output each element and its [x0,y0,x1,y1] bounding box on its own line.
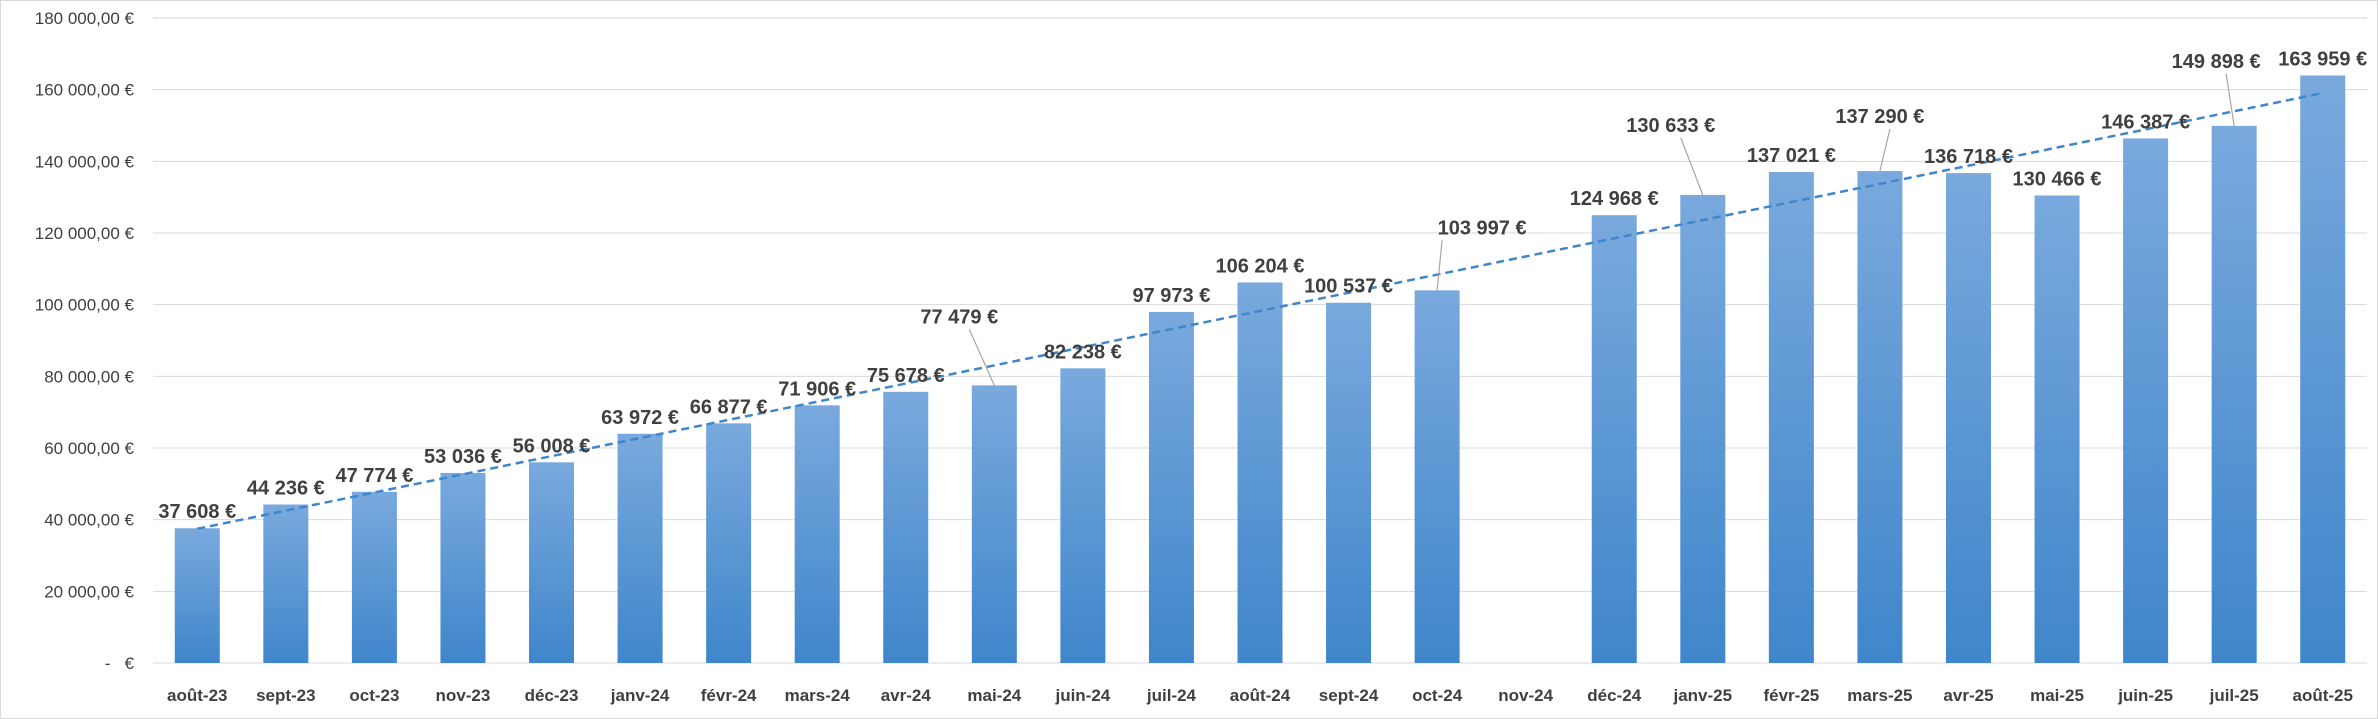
x-tick-label: oct-24 [1412,686,1463,705]
data-label: 103 997 € [1438,217,1527,239]
x-tick-label: juin-25 [2117,686,2173,705]
data-label: 163 959 € [2278,48,2367,70]
leader-line [968,329,995,386]
data-label: 97 973 € [1133,285,1211,307]
x-tick-label: août-23 [167,686,227,705]
bar [971,385,1017,663]
bars [174,75,2346,664]
data-label: 71 906 € [778,378,856,400]
data-label: 124 968 € [1570,188,1659,210]
data-label: 100 537 € [1304,276,1393,298]
x-tick-label: avr-25 [1943,686,1993,705]
data-label: 82 238 € [1044,341,1122,363]
x-axis-tick-labels: août-23 sept-23 oct-23 nov-23 déc-23 janv-24 f… [167,686,2353,705]
x-tick-label: août-24 [1230,686,1291,705]
y-tick-label: 120 000,00 € [35,224,135,243]
trendline-line [197,91,2323,530]
bar [2123,138,2169,663]
bar [2211,125,2257,664]
data-label: 63 972 € [601,407,679,429]
data-labels: 37 608 € 44 236 € 47 774 € 53 036 € 56 008 €… [158,48,2367,523]
bar [1414,290,1460,663]
x-tick-label: avr-24 [881,686,932,705]
bar [1591,215,1637,663]
data-label: 53 036 € [424,446,502,468]
bar [1680,194,1726,663]
y-tick-label: 140 000,00 € [35,152,135,171]
x-tick-label: févr-25 [1763,686,1819,705]
y-tick-label: 80 000,00 € [44,367,134,386]
bar [617,433,663,663]
data-label: 66 877 € [690,396,768,418]
bar [1148,311,1194,663]
x-tick-label: oct-23 [349,686,399,705]
data-label: 137 021 € [1747,145,1836,167]
bar [351,491,397,663]
x-tick-label: févr-24 [701,686,757,705]
y-tick-label: 180 000,00 € [35,9,135,28]
bar [1945,173,1991,664]
x-tick-label: sept-24 [1319,686,1379,705]
leader-line [1680,137,1704,196]
x-tick-label: mars-24 [785,686,851,705]
y-tick-label: - € [105,654,135,673]
bar [1326,302,1372,663]
bar [1060,368,1106,663]
bar [883,391,929,663]
x-tick-label: nov-24 [1498,686,1553,705]
x-tick-label: juin-24 [1054,686,1110,705]
bar [706,423,752,663]
y-tick-label: 40 000,00 € [44,511,134,530]
data-label: 56 008 € [513,435,591,457]
y-tick-label: 160 000,00 € [35,81,135,100]
bar [794,405,840,663]
data-label: 44 236 € [247,477,325,499]
x-tick-label: sept-23 [256,686,316,705]
bar [174,528,220,663]
x-tick-label: nov-23 [436,686,491,705]
trendline [197,91,2323,530]
bar [440,472,486,663]
label-leader-lines [968,73,2235,386]
bar [263,504,309,663]
y-tick-label: 20 000,00 € [44,582,134,601]
x-tick-label: mai-25 [2030,686,2084,705]
leader-line [1879,128,1891,172]
y-tick-label: 60 000,00 € [44,439,134,458]
data-label: 37 608 € [158,501,236,523]
bar [1857,171,1903,663]
data-label: 130 466 € [2013,168,2102,190]
data-label: 136 718 € [1924,146,2013,168]
data-label: 77 479 € [920,306,998,328]
y-axis-tick-labels: - € 20 000,00 € 40 000,00 € 60 000,00 € 80 0… [35,9,135,673]
leader-line [1436,240,1443,291]
bar [529,462,575,663]
data-label: 130 633 € [1626,115,1715,137]
x-tick-label: août-25 [2292,686,2352,705]
bar [2300,75,2346,664]
x-tick-label: déc-23 [525,686,579,705]
data-label: 106 204 € [1216,255,1305,277]
data-label: 75 678 € [867,365,945,387]
bar [1768,172,1814,663]
x-tick-label: mai-24 [967,686,1021,705]
data-label: 149 898 € [2172,51,2261,73]
x-tick-label: janv-25 [1673,686,1733,705]
data-label: 47 774 € [335,465,413,487]
data-label: 137 290 € [1835,106,1924,128]
leader-line [2225,73,2235,126]
bar [2034,195,2080,663]
x-tick-label: déc-24 [1587,686,1641,705]
x-tick-label: mars-25 [1847,686,1912,705]
data-label: 146 387 € [2101,111,2190,133]
x-tick-label: juil-24 [1146,686,1197,705]
y-tick-label: 100 000,00 € [35,296,135,315]
x-tick-label: janv-24 [610,686,670,705]
bar [1237,282,1283,663]
x-tick-label: juil-25 [2209,686,2259,705]
